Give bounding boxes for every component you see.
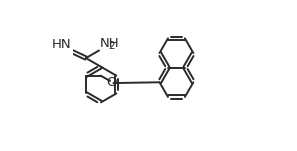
Text: HN: HN [52, 38, 72, 51]
Text: O: O [106, 76, 117, 89]
Text: NH: NH [100, 37, 119, 50]
Text: 2: 2 [108, 41, 115, 51]
